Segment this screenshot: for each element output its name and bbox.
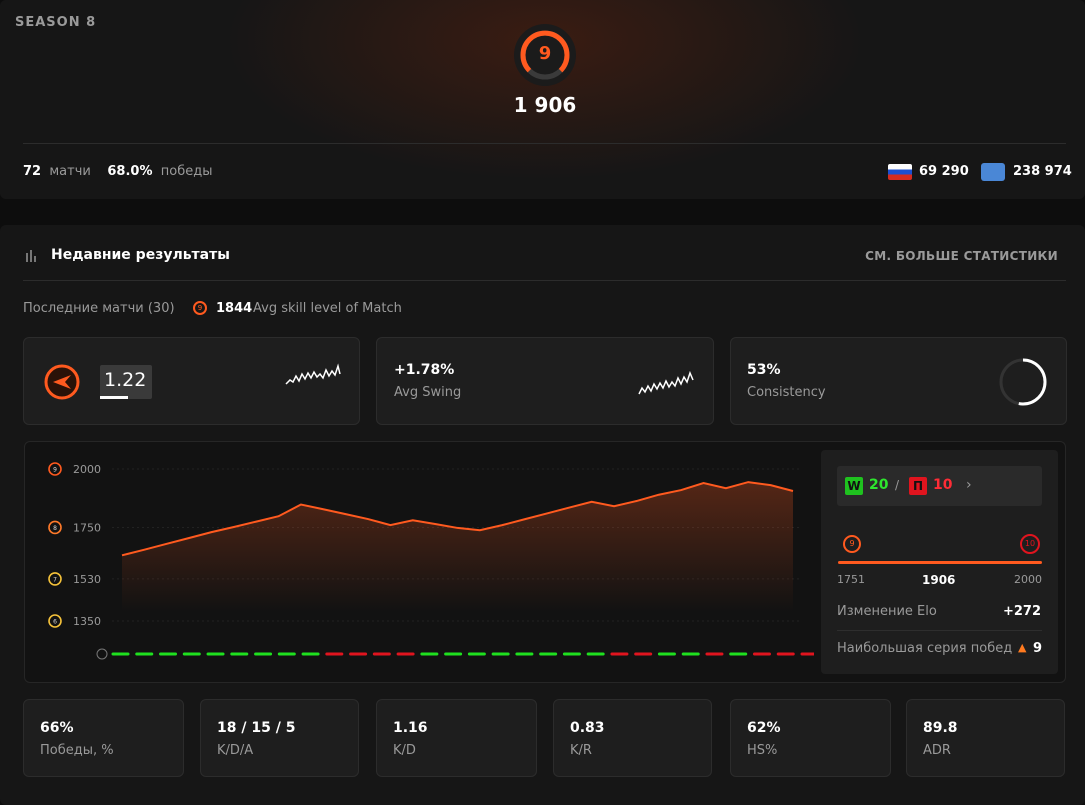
- stat-value: 0.83: [570, 720, 605, 736]
- summary: 72 матчи 68.0% победы: [23, 164, 212, 179]
- stat-label: ADR: [923, 743, 951, 758]
- chevron: ›: [966, 477, 972, 493]
- change-label: Изменение Elo: [837, 604, 937, 619]
- level-icon: [48, 572, 62, 586]
- last-matches: Последние матчи (30): [23, 301, 175, 316]
- level-icon: [48, 614, 62, 628]
- wins: 20: [869, 477, 889, 493]
- info-icon: [96, 648, 108, 660]
- sparkline: [285, 363, 341, 385]
- flag: [888, 164, 912, 180]
- elo-max: 2000: [1014, 573, 1042, 586]
- y-tick-label: 1350: [73, 615, 101, 628]
- tick-level: 6: [53, 619, 57, 626]
- ring-value: [999, 358, 1047, 406]
- losses: 10: [933, 477, 953, 493]
- stat-value: 62%: [747, 720, 781, 736]
- y-tick-label: 1530: [73, 573, 101, 586]
- matches: 72: [23, 164, 42, 179]
- stat-value: 18 / 15 / 5: [217, 720, 296, 736]
- loss-badge: П: [909, 477, 927, 495]
- avg-level: 9: [193, 301, 207, 315]
- stat-label: K/D: [393, 743, 416, 758]
- stat-value: 89.8: [923, 720, 958, 736]
- avg-label: Avg skill level of Match: [253, 301, 402, 316]
- stat-card: [23, 699, 184, 777]
- level-badge: [514, 24, 576, 86]
- card: [730, 337, 1067, 425]
- divider: [837, 630, 1042, 631]
- season: SEASON 8: [15, 15, 97, 30]
- win-badge: W: [845, 477, 863, 495]
- ring: [999, 358, 1047, 406]
- tick-level: 7: [53, 576, 57, 583]
- level-icon: [48, 520, 62, 535]
- level: 9: [538, 43, 552, 64]
- matches-label: матчи: [49, 164, 91, 179]
- card: [23, 337, 360, 425]
- avg-elo: 1844: [216, 301, 253, 316]
- y-tick-label: 2000: [73, 463, 101, 476]
- fire-icon: ▲: [1018, 641, 1027, 654]
- level-from: 9: [843, 535, 861, 553]
- rating: 1.22: [104, 369, 147, 391]
- elo-chart: 9 2000 8 1750 7 1530 6 1350: [48, 462, 814, 660]
- rating-bar: [100, 396, 128, 399]
- stat-card: [376, 699, 537, 777]
- change: +272: [1002, 604, 1041, 619]
- rating-icon: [44, 364, 80, 400]
- winrate-label: победы: [160, 164, 213, 179]
- sep: /: [895, 478, 900, 492]
- level-to: 10: [1020, 534, 1040, 554]
- y-tick-label: 1750: [73, 521, 101, 534]
- area: [122, 482, 793, 612]
- wl-box[interactable]: [837, 466, 1042, 506]
- tick-level: 9: [53, 467, 57, 474]
- stat-value: 66%: [40, 720, 74, 736]
- stat-label: Победы, %: [40, 743, 114, 758]
- sparkline: [638, 370, 694, 395]
- stat-card: [906, 699, 1065, 777]
- elo: 1 906: [513, 93, 577, 117]
- stat-card: [200, 699, 359, 777]
- section-icon: [26, 250, 36, 262]
- winrate: 68.0%: [107, 164, 153, 179]
- line: [121, 481, 794, 557]
- rating-box: [100, 365, 152, 399]
- section-title: Недавние результаты: [51, 247, 230, 263]
- stat-card: [553, 699, 712, 777]
- consistency-label: Consistency: [747, 385, 826, 400]
- swing-label: Avg Swing: [394, 385, 462, 400]
- stat-card: [730, 699, 891, 777]
- elo-current: 1906: [922, 573, 956, 587]
- divider: [23, 143, 1066, 144]
- stat-label: K/D/A: [217, 743, 254, 758]
- divider: [23, 280, 1066, 281]
- country-rank: 69 290: [919, 164, 969, 179]
- region-rank: 238 974: [1013, 164, 1072, 179]
- progress: [838, 561, 1042, 564]
- streak: 9: [1032, 641, 1042, 656]
- stat-value: 1.16: [393, 720, 428, 736]
- level-icon: [48, 462, 62, 476]
- stat-label: HS%: [747, 743, 778, 758]
- more-link[interactable]: СМ. БОЛЬШЕ СТАТИСТИКИ: [865, 249, 1058, 263]
- consistency: 53%: [747, 362, 781, 378]
- stat-label: K/R: [570, 743, 592, 758]
- elo-min: 1751: [837, 573, 865, 586]
- card: [376, 337, 714, 425]
- swing: +1.78%: [394, 362, 455, 378]
- region-icon: [981, 163, 1005, 181]
- tick-level: 8: [53, 525, 57, 532]
- streak-label: Наибольшая серия побед: [837, 641, 1013, 656]
